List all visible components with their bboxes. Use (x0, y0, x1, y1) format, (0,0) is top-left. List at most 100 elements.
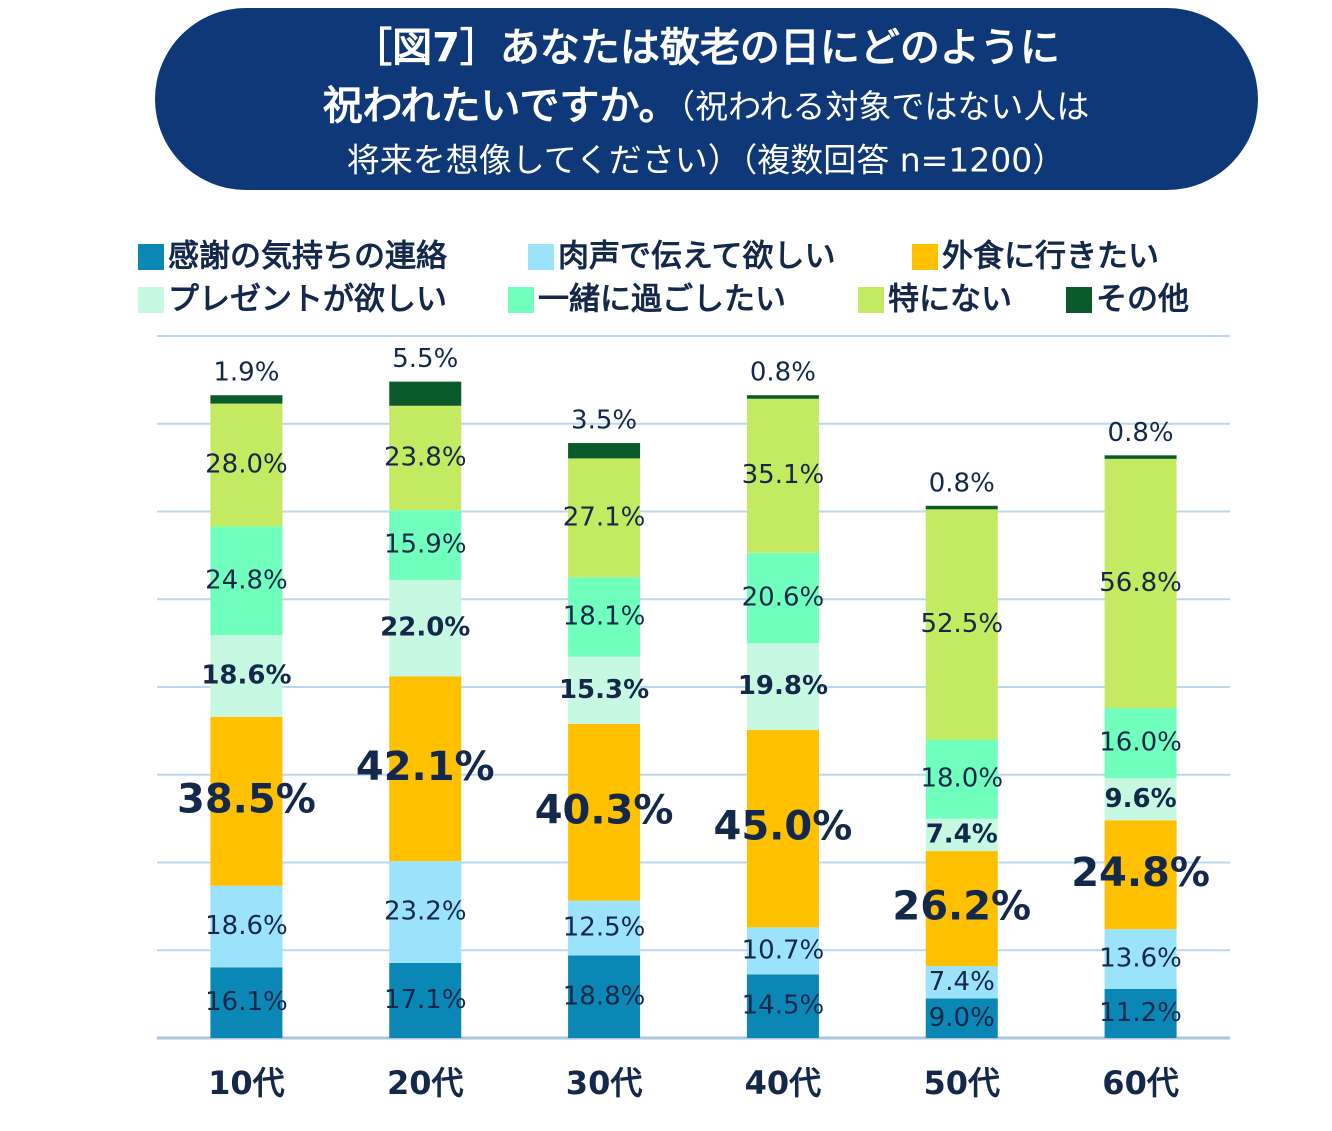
chart-subtitle: 将来を想像してください）（複数回答 n=1200） (347, 141, 1066, 180)
data-label: 18.1% (563, 602, 646, 632)
legend-swatch (1066, 287, 1092, 313)
bar-segment (746, 398, 819, 553)
data-label: 40.3% (535, 787, 674, 833)
x-tick-label: 20代 (387, 1064, 464, 1102)
legend-swatch (508, 287, 534, 313)
bar-segment (1104, 988, 1177, 1038)
legend-swatch (858, 287, 884, 313)
title-pill (155, 8, 1258, 190)
data-label: 18.0% (920, 764, 1003, 794)
data-label: 16.1% (205, 987, 288, 1017)
data-label: 1.9% (213, 358, 279, 388)
bar-segment (925, 509, 998, 740)
bar-segment (568, 458, 641, 578)
data-label: 27.1% (563, 502, 646, 532)
data-label: 52.5% (920, 609, 1003, 639)
bar-segment (1104, 778, 1177, 821)
title-part: 祝われたいですか。 (323, 83, 679, 129)
data-label: 10.7% (742, 935, 825, 965)
data-label: 5.5% (392, 344, 458, 374)
bar-segment (568, 723, 641, 901)
data-label: 24.8% (1071, 850, 1210, 896)
data-label: 15.3% (559, 675, 649, 705)
bar-segment (746, 974, 819, 1038)
data-label: 23.2% (384, 897, 467, 927)
data-label: 7.4% (926, 819, 998, 849)
chart-title: ［図7］あなたは敬老の日にどのように (352, 25, 1060, 71)
bar-segment (746, 729, 819, 928)
legend-label: プレゼントが欲しい (168, 282, 447, 318)
bar-segment (210, 395, 283, 404)
bar-segment (568, 577, 641, 657)
bar-segment (746, 552, 819, 644)
chart-title: 祝われたいですか。（祝われる対象ではない人は (323, 83, 1090, 129)
data-label: 35.1% (742, 460, 825, 490)
x-tick-label: 50代 (923, 1064, 1000, 1102)
data-label: 19.8% (738, 671, 828, 701)
data-label: 28.0% (205, 449, 288, 479)
data-label: 13.6% (1099, 944, 1182, 974)
data-label: 22.0% (380, 613, 470, 643)
bar-segment (210, 526, 283, 636)
data-label: 14.5% (742, 991, 825, 1021)
data-label: 18.6% (205, 911, 288, 941)
bar-segment (568, 656, 641, 724)
x-tick-label: 10代 (208, 1064, 285, 1102)
bar-segment (210, 635, 283, 717)
data-label: 15.9% (384, 530, 467, 560)
bar-segment (1104, 820, 1177, 930)
legend-swatch (912, 244, 938, 270)
legend-label: その他 (1096, 282, 1189, 318)
legend-label: 感謝の気持ちの連絡 (168, 239, 448, 275)
x-tick-label: 60代 (1102, 1064, 1179, 1102)
data-label: 26.2% (892, 884, 1031, 930)
bar-segment (1104, 455, 1177, 459)
bar-segment (746, 395, 819, 399)
legend-swatch (138, 287, 164, 313)
data-label: 42.1% (356, 744, 495, 790)
bar-segment (925, 739, 998, 819)
bar-segment (925, 818, 998, 852)
data-label: 9.6% (1105, 784, 1177, 814)
data-label: 45.0% (714, 804, 853, 850)
data-label: 0.8% (1108, 418, 1174, 448)
bar-segment (1104, 708, 1177, 779)
data-label: 38.5% (177, 776, 316, 822)
data-label: 7.4% (929, 967, 995, 997)
bar-segment (389, 579, 462, 677)
data-label: 18.6% (201, 661, 291, 691)
legend-label: 肉声で伝えて欲しい (558, 239, 835, 275)
bar-segment (389, 962, 462, 1038)
legend-swatch (138, 244, 164, 270)
data-label: 20.6% (742, 582, 825, 612)
title-part: （祝われる対象ではない人は (679, 87, 1090, 126)
bar-segment (568, 955, 641, 1038)
data-label: 23.8% (384, 442, 467, 472)
bar-segment (1104, 929, 1177, 989)
bar-segment (389, 405, 462, 511)
bar-segment (925, 966, 998, 999)
bar-segment (210, 885, 283, 968)
data-label: 24.8% (205, 565, 288, 595)
legend-swatch (528, 244, 554, 270)
data-label: 56.8% (1099, 568, 1182, 598)
bar-segment (389, 676, 462, 862)
x-tick-label: 40代 (745, 1064, 822, 1102)
bar-segment (568, 900, 641, 956)
bar-segment (210, 967, 283, 1038)
legend-label: 特にない (888, 282, 1012, 318)
x-tick-label: 30代 (566, 1064, 643, 1102)
bar-segment (925, 851, 998, 967)
data-label: 0.8% (750, 358, 816, 388)
bar-segment (568, 443, 641, 459)
bar-segment (746, 927, 819, 975)
data-label: 17.1% (384, 985, 467, 1015)
legend-label: 一緒に過ごしたい (538, 282, 786, 318)
bar-segment (389, 510, 462, 580)
legend-label: 外食に行きたい (942, 239, 1159, 275)
data-label: 11.2% (1099, 998, 1182, 1028)
data-label: 16.0% (1099, 728, 1182, 758)
data-label: 9.0% (929, 1003, 995, 1033)
data-label: 3.5% (571, 406, 637, 436)
